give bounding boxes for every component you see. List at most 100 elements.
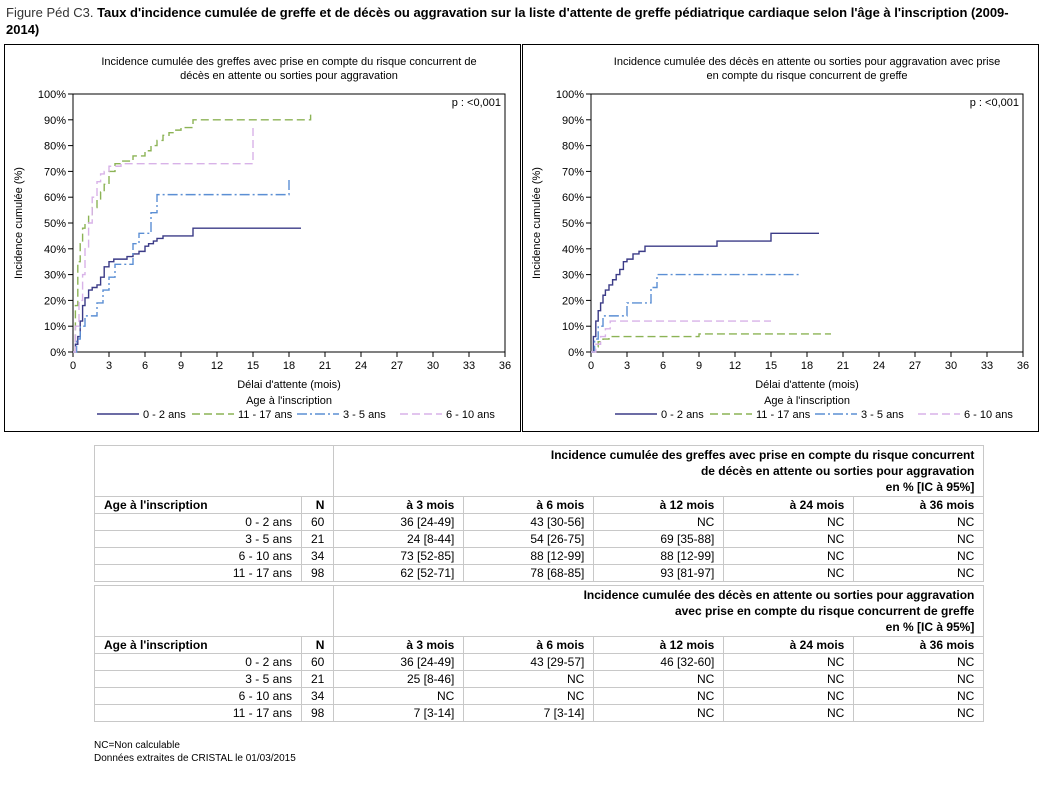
y-tick-label: 50%: [44, 218, 66, 230]
age-group-cell: 6 - 10 ans: [94, 547, 302, 565]
legend-title: Age à l'inscription: [764, 395, 850, 407]
y-tick-label: 40%: [562, 244, 584, 256]
table-cell: 24 [8-44]: [333, 530, 465, 548]
age-group-cell: 11 - 17 ans: [94, 704, 302, 722]
p-value-annotation: p : <0,001: [970, 97, 1019, 109]
chart-title-line: décès en attente ou sorties pour aggrava…: [180, 70, 398, 82]
table-cell: NC: [463, 687, 595, 705]
footnotes: NC=Non calculable Données extraites de C…: [94, 739, 296, 765]
column-header: à 24 mois: [723, 496, 855, 514]
table-cell: 69 [35-88]: [593, 530, 725, 548]
table-cell: NC: [853, 547, 985, 565]
table-row: 11 - 17 ans 98 62 [52-71] 78 [68-85] 93 [81-…: [94, 564, 985, 582]
table-row: 11 - 17 ans 98 7 [3-14] 7 [3-14] NC NC NC: [94, 704, 985, 722]
table-cell: NC: [463, 670, 595, 688]
chart-panel-deaths: Incidence cumulée des décès en attente o…: [522, 44, 1039, 432]
x-tick-label: 3: [106, 360, 112, 372]
x-tick-label: 18: [801, 360, 813, 372]
y-axis-label: Incidence cumulée (%): [531, 167, 543, 279]
table-cell: 73 [52-85]: [333, 547, 465, 565]
column-header: Age à l'inscription: [94, 496, 302, 514]
series-line-0-2-ans: [591, 232, 819, 353]
chart-panel-grafts: Incidence cumulée des greffes avec prise…: [4, 44, 521, 432]
figure-title: Figure Péd C3. Taux d'incidence cumulée …: [6, 4, 1026, 38]
age-group-cell: 11 - 17 ans: [94, 564, 302, 582]
table-cell: NC: [333, 687, 465, 705]
y-tick-label: 10%: [562, 321, 584, 333]
y-tick-label: 10%: [44, 321, 66, 333]
y-tick-label: 70%: [562, 166, 584, 178]
x-tick-label: 30: [945, 360, 957, 372]
series-line-11-17-ans: [73, 114, 312, 353]
table-header-blank: [93, 445, 335, 497]
table-cell: NC: [853, 530, 985, 548]
figure-title-text: Taux d'incidence cumulée de greffe et de…: [6, 5, 1009, 37]
table-header-title: Incidence cumulée des décès en attente o…: [333, 585, 985, 637]
p-value-annotation: p : <0,001: [452, 97, 501, 109]
x-tick-label: 33: [463, 360, 475, 372]
column-header: à 3 mois: [333, 636, 465, 654]
table-cell: 62 [52-71]: [333, 564, 465, 582]
x-tick-label: 6: [660, 360, 666, 372]
y-tick-label: 100%: [556, 89, 584, 101]
table-cell: 36 [24-49]: [333, 513, 465, 531]
x-tick-label: 0: [588, 360, 594, 372]
table-cell: 60: [300, 653, 335, 671]
note-nc: NC=Non calculable: [94, 740, 180, 751]
legend-label-0-2-ans: 0 - 2 ans: [143, 409, 186, 421]
x-tick-label: 15: [765, 360, 777, 372]
column-header: à 6 mois: [463, 496, 595, 514]
table-cell: 34: [300, 687, 335, 705]
table-header-line: de décès en attente ou sorties pour aggr…: [700, 464, 975, 478]
note-source: Données extraites de CRISTAL le 01/03/20…: [94, 753, 296, 764]
table-cell: NC: [593, 513, 725, 531]
series-line-6-10-ans: [73, 124, 254, 353]
legend-label-3-5-ans: 3 - 5 ans: [861, 409, 904, 421]
series-line-3-5-ans: [73, 179, 290, 353]
x-tick-label: 36: [1017, 360, 1029, 372]
table-deaths: Incidence cumulée des décès en attente o…: [93, 585, 985, 722]
series-line-0-2-ans: [73, 227, 301, 353]
x-axis-label: Délai d'attente (mois): [237, 379, 341, 391]
table-cell: 46 [32-60]: [593, 653, 725, 671]
table-cell: 78 [68-85]: [463, 564, 595, 582]
age-group-cell: 6 - 10 ans: [94, 687, 302, 705]
x-tick-label: 21: [319, 360, 331, 372]
y-tick-label: 20%: [562, 295, 584, 307]
x-tick-label: 30: [427, 360, 439, 372]
table-row: 3 - 5 ans 21 25 [8-46] NC NC NC NC: [94, 670, 985, 688]
plot-frame: [72, 93, 506, 353]
table-cell: NC: [723, 704, 855, 722]
x-tick-label: 12: [729, 360, 741, 372]
table-row: 3 - 5 ans 21 24 [8-44] 54 [26-75] 69 [35-88]…: [94, 530, 985, 548]
legend-label-3-5-ans: 3 - 5 ans: [343, 409, 386, 421]
table-header-title: Incidence cumulée des greffes avec prise…: [333, 445, 985, 497]
table-cell: NC: [853, 653, 985, 671]
table-header-row: Incidence cumulée des greffes avec prise…: [93, 445, 985, 497]
legend-label-0-2-ans: 0 - 2 ans: [661, 409, 704, 421]
column-header: à 6 mois: [463, 636, 595, 654]
table-cell: NC: [593, 704, 725, 722]
x-tick-label: 0: [70, 360, 76, 372]
table-cell: 98: [300, 704, 335, 722]
table-header-line: Incidence cumulée des décès en attente o…: [583, 588, 975, 602]
table-cell: 36 [24-49]: [333, 653, 465, 671]
table-header-line: Incidence cumulée des greffes avec prise…: [550, 448, 975, 462]
figure-label: Figure Péd C3.: [6, 5, 94, 20]
x-tick-label: 33: [981, 360, 993, 372]
table-cell: 93 [81-97]: [593, 564, 725, 582]
y-tick-label: 0%: [568, 347, 584, 359]
y-tick-label: 90%: [562, 115, 584, 127]
age-group-cell: 3 - 5 ans: [94, 530, 302, 548]
y-tick-label: 70%: [44, 166, 66, 178]
table-cell: 98: [300, 564, 335, 582]
x-axis-label: Délai d'attente (mois): [755, 379, 859, 391]
table-cell: 43 [29-57]: [463, 653, 595, 671]
table-cell: NC: [853, 704, 985, 722]
table-cell: 21: [300, 670, 335, 688]
y-tick-label: 60%: [562, 192, 584, 204]
x-tick-label: 21: [837, 360, 849, 372]
table-header-blank: [93, 585, 335, 637]
y-tick-label: 90%: [44, 115, 66, 127]
table-cell: NC: [853, 687, 985, 705]
